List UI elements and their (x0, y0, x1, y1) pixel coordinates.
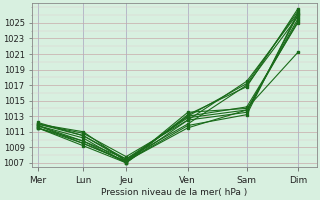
X-axis label: Pression niveau de la mer( hPa ): Pression niveau de la mer( hPa ) (101, 188, 247, 197)
